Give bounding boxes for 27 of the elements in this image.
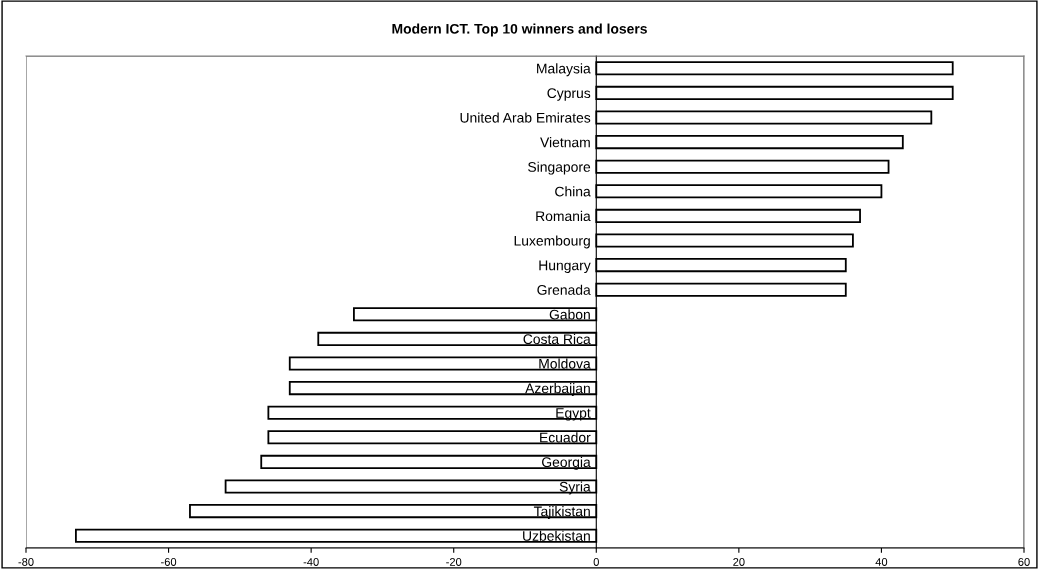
- y-tick-label: Grenada: [537, 284, 591, 295]
- y-tick-label: China: [555, 186, 591, 197]
- y-tick-label: Romania: [536, 210, 591, 222]
- y-tick-label: Syria: [559, 481, 591, 495]
- x-tick-label: 20: [733, 558, 745, 566]
- x-tick-label: -20: [446, 558, 462, 566]
- y-tick-label: Singapore: [528, 161, 591, 175]
- y-tick-label: Costa Rica: [523, 333, 591, 345]
- y-tick-label: Luxembourg: [514, 235, 590, 249]
- y-tick-label: Moldova: [539, 358, 591, 369]
- chart-title: Modern ICT. Top 10 winners and losers: [392, 23, 647, 37]
- y-tick-label: Gabon: [549, 309, 590, 320]
- y-tick-label: United Arab Emirates: [460, 112, 591, 123]
- x-tick-label: -40: [303, 558, 319, 566]
- x-tick-label: 60: [1018, 558, 1030, 566]
- x-tick-label: -80: [18, 558, 34, 566]
- y-tick-label: Egypt: [556, 408, 591, 421]
- x-tick-label: 40: [875, 558, 888, 566]
- y-tick-label: Vietnam: [540, 137, 590, 148]
- y-tick-label: Malaysia: [537, 63, 591, 77]
- y-tick-label: Georgia: [542, 456, 591, 470]
- x-tick-label: -60: [161, 558, 177, 566]
- x-tick-label: 0: [593, 558, 599, 566]
- y-tick-label: Cyprus: [547, 88, 591, 101]
- y-tick-label: Ecuador: [540, 432, 591, 443]
- y-tick-label: Hungary: [539, 260, 591, 274]
- y-tick-label: Uzbekistan: [523, 530, 590, 541]
